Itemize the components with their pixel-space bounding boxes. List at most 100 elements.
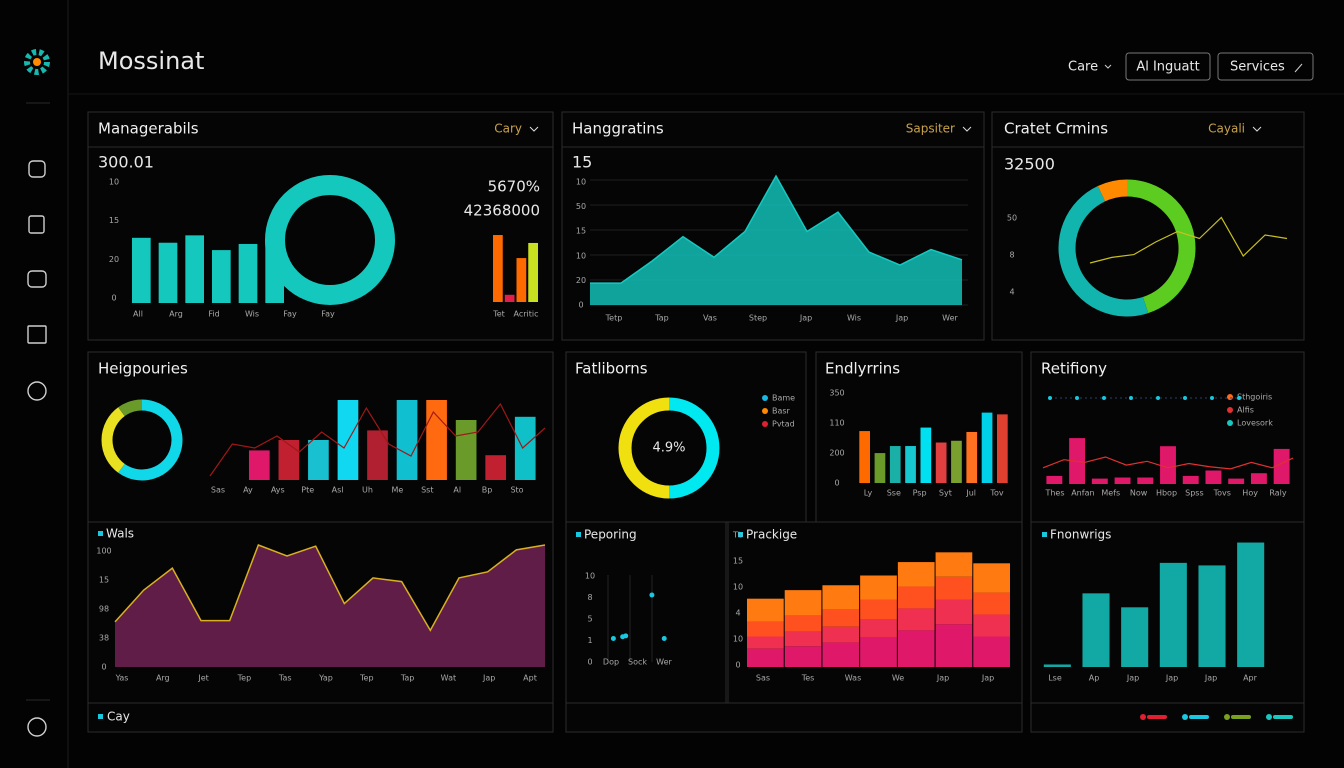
panel	[87, 351, 554, 523]
x-tick-label: Thes	[1044, 489, 1064, 498]
x-tick-label: Step	[749, 314, 767, 323]
nav-icon[interactable]	[27, 270, 47, 288]
bar	[1046, 475, 1063, 484]
x-tick-label: Sas	[756, 674, 770, 683]
button[interactable]: Al Inguatt	[1136, 60, 1199, 75]
x-tick-label: Lse	[1048, 674, 1062, 683]
x-tick-label: Jap	[936, 674, 949, 683]
x-tick-label: Arg	[156, 674, 170, 683]
y-tick-label: 38	[99, 634, 109, 643]
y-tick-label: 98	[99, 605, 109, 614]
panel-title: Endlyrrins	[825, 360, 900, 378]
bar-segment	[747, 621, 784, 637]
bar	[278, 440, 300, 480]
area-outline	[114, 544, 546, 632]
bar	[396, 400, 418, 480]
bar-segment	[973, 592, 1010, 615]
bar	[951, 440, 962, 483]
bar	[1228, 478, 1245, 484]
y-tick-label: 8	[1009, 251, 1014, 260]
donut-segment	[1097, 179, 1128, 202]
panel-title: Cratet Crmins	[1004, 120, 1108, 138]
x-tick-label: Acritic	[514, 310, 539, 319]
y-tick-label: 15	[99, 576, 109, 585]
button-frame[interactable]	[1217, 52, 1314, 81]
point	[661, 636, 667, 642]
nav-icon[interactable]	[28, 160, 46, 178]
button[interactable]: Services	[1230, 60, 1285, 75]
bar	[455, 420, 477, 480]
x-tick-label: Wer	[656, 658, 672, 667]
bar	[528, 242, 538, 302]
bar-segment	[860, 619, 897, 638]
logo	[24, 49, 50, 75]
dot	[1102, 396, 1106, 400]
x-tick-label: Anfan	[1071, 489, 1094, 498]
bar-segment	[897, 586, 935, 609]
ring	[265, 175, 395, 305]
x-tick-label: Tep	[359, 674, 374, 683]
x-tick-label: Fay	[283, 310, 297, 319]
panel-title: Fnonwrigs	[1050, 528, 1111, 542]
x-tick-label: Hoy	[1242, 489, 1258, 498]
button-frame[interactable]	[1125, 52, 1211, 81]
bullet	[738, 532, 743, 537]
nav-icon[interactable]	[27, 381, 47, 401]
x-tick-label: Tap	[654, 314, 669, 323]
app-title: Mossinat	[98, 47, 204, 75]
x-tick-label: Yas	[115, 674, 129, 683]
bar-segment	[935, 576, 973, 600]
bar	[504, 294, 515, 302]
nav-icon[interactable]	[27, 717, 47, 737]
filter: Sapsiter	[906, 122, 955, 136]
headline: 32500	[1004, 155, 1055, 174]
chevron	[962, 126, 972, 132]
dot	[1237, 396, 1241, 400]
area	[115, 545, 545, 667]
menu[interactable]: Care	[1068, 60, 1098, 75]
panel	[1030, 702, 1305, 733]
line	[209, 402, 546, 477]
y-tick-label: Tb	[732, 531, 743, 540]
bar	[514, 416, 536, 480]
legend-swatch	[1227, 420, 1233, 426]
x-tick-label: Arg	[169, 310, 183, 319]
y-tick-label: 0	[101, 663, 106, 672]
x-tick-label: Tetp	[605, 314, 623, 323]
legend-swatch	[1182, 714, 1188, 720]
panel-title: Wals	[106, 527, 134, 541]
x-tick-label: Jet	[197, 674, 208, 683]
nav-icon[interactable]	[27, 325, 47, 344]
x-tick-label: Now	[1130, 489, 1148, 498]
x-tick-label: Jap	[1204, 674, 1217, 683]
x-tick-label: Tas	[278, 674, 292, 683]
bar	[981, 412, 993, 483]
x-tick-label: Sst	[421, 486, 433, 495]
y-tick-label: 8	[587, 593, 592, 602]
y-tick-label: 20	[576, 276, 586, 285]
nav-icon[interactable]	[28, 215, 45, 234]
x-tick-label: Tep	[237, 674, 252, 683]
legend-label: Alfis	[1237, 406, 1254, 415]
legend-label: Pvtad	[772, 420, 795, 429]
dot	[1048, 396, 1052, 400]
chevron	[529, 126, 539, 132]
bar	[265, 241, 284, 303]
bar-segment	[822, 642, 860, 667]
x-tick-label: Wer	[942, 314, 958, 323]
bar	[859, 431, 871, 483]
bar	[966, 431, 978, 483]
y-tick-label: 15	[733, 557, 743, 566]
bar	[185, 235, 204, 303]
panel-title: Retifiony	[1041, 360, 1107, 378]
x-tick-label: Wis	[245, 310, 259, 319]
dot	[1075, 396, 1079, 400]
filter: Cayali	[1208, 122, 1245, 136]
point	[610, 636, 616, 642]
bar	[1237, 542, 1265, 667]
bar-segment	[935, 599, 973, 625]
panel-title: Prackige	[746, 528, 797, 542]
bar	[367, 430, 388, 480]
